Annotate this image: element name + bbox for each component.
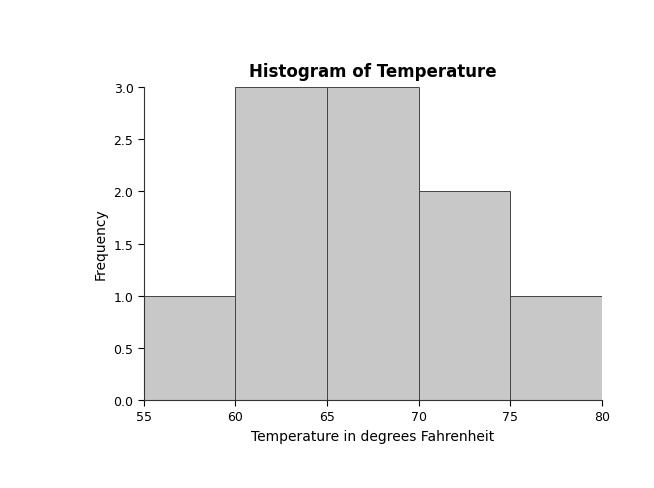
Bar bbox=[144, 296, 235, 400]
Bar bbox=[235, 88, 327, 400]
Title: Histogram of Temperature: Histogram of Temperature bbox=[249, 63, 496, 81]
Bar bbox=[327, 88, 419, 400]
Bar bbox=[419, 192, 510, 400]
X-axis label: Temperature in degrees Fahrenheit: Temperature in degrees Fahrenheit bbox=[251, 429, 494, 443]
Bar bbox=[510, 296, 602, 400]
Y-axis label: Frequency: Frequency bbox=[94, 208, 108, 280]
